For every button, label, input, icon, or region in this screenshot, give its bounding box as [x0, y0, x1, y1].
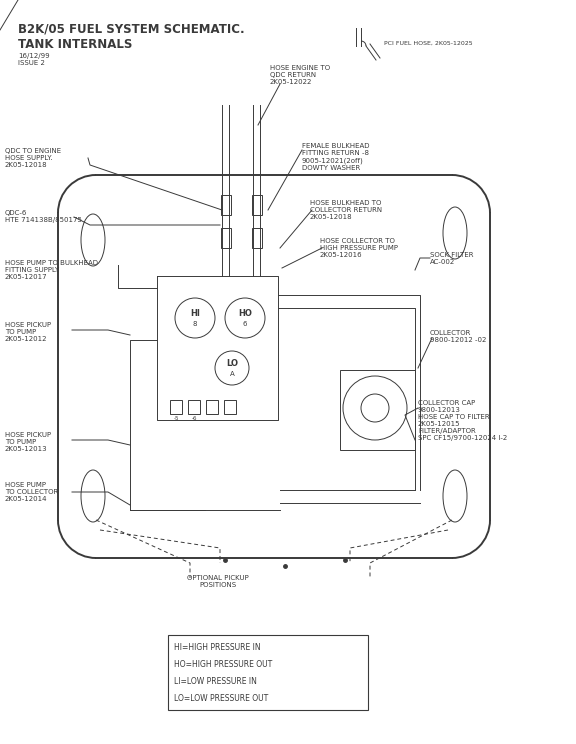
Text: COLLECTOR
9800-12012 -02: COLLECTOR 9800-12012 -02: [430, 330, 486, 343]
Text: OPTIONAL PICKUP
POSITIONS: OPTIONAL PICKUP POSITIONS: [187, 575, 249, 588]
Text: LO: LO: [226, 359, 238, 368]
Text: HO: HO: [238, 309, 252, 318]
Bar: [221, 195, 231, 215]
Text: COLLECTOR CAP
9800-12013
HOSE CAP TO FILTER
2K05-12015
FILTER/ADAPTOR
SPC CF15/9: COLLECTOR CAP 9800-12013 HOSE CAP TO FIL…: [418, 400, 507, 441]
Text: HO=HIGH PRESSURE OUT: HO=HIGH PRESSURE OUT: [174, 660, 272, 669]
Bar: [221, 228, 231, 248]
Text: HOSE ENGINE TO
QDC RETURN
2K05-12022: HOSE ENGINE TO QDC RETURN 2K05-12022: [270, 65, 330, 85]
Bar: [188, 400, 200, 414]
Bar: [206, 400, 218, 414]
Text: TANK INTERNALS: TANK INTERNALS: [18, 38, 132, 51]
Text: HOSE BULKHEAD TO
COLLECTOR RETURN
2K05-12018: HOSE BULKHEAD TO COLLECTOR RETURN 2K05-1…: [310, 200, 382, 220]
Text: HOSE PUMP TO BULKHEAD
FITTING SUPPLY
2K05-12017: HOSE PUMP TO BULKHEAD FITTING SUPPLY 2K0…: [5, 260, 98, 280]
Bar: [224, 400, 236, 414]
Text: SOCK FILTER
AC-002: SOCK FILTER AC-002: [430, 252, 473, 265]
Text: LO=LOW PRESSURE OUT: LO=LOW PRESSURE OUT: [174, 694, 268, 703]
Text: 8: 8: [193, 321, 197, 327]
Text: HOSE COLLECTOR TO
HIGH PRESSURE PUMP
2K05-12016: HOSE COLLECTOR TO HIGH PRESSURE PUMP 2K0…: [320, 238, 398, 258]
Text: HI=HIGH PRESSURE IN: HI=HIGH PRESSURE IN: [174, 643, 260, 652]
Text: B2K/05 FUEL SYSTEM SCHEMATIC.: B2K/05 FUEL SYSTEM SCHEMATIC.: [18, 22, 245, 35]
Bar: [252, 228, 262, 248]
Text: QDC TO ENGINE
HOSE SUPPLY.
2K05-12018: QDC TO ENGINE HOSE SUPPLY. 2K05-12018: [5, 148, 61, 168]
Text: 16/12/99: 16/12/99: [18, 53, 50, 59]
Text: HI: HI: [190, 309, 200, 318]
Text: A: A: [230, 371, 234, 377]
Text: -6: -6: [191, 416, 197, 421]
Bar: [252, 195, 262, 215]
Text: ISSUE 2: ISSUE 2: [18, 60, 45, 66]
Text: HOSE PUMP
TO COLLECTOR
2K05-12014: HOSE PUMP TO COLLECTOR 2K05-12014: [5, 482, 58, 502]
Text: HOSE PICKUP
TO PUMP
2K05-12013: HOSE PICKUP TO PUMP 2K05-12013: [5, 432, 51, 452]
Text: FEMALE BULKHEAD
FITTING RETURN -8
9005-12021(2off)
DOWTY WASHER: FEMALE BULKHEAD FITTING RETURN -8 9005-1…: [302, 143, 369, 170]
Text: -5: -5: [173, 416, 179, 421]
Bar: [340, 370, 415, 450]
Text: QDC-6
HTE 714138B/850175: QDC-6 HTE 714138B/850175: [5, 210, 82, 223]
Bar: [170, 400, 182, 414]
Bar: [168, 635, 368, 710]
Text: PCI FUEL HOSE, 2K05-12025: PCI FUEL HOSE, 2K05-12025: [384, 40, 473, 45]
Text: HOSE PICKUP
TO PUMP
2K05-12012: HOSE PICKUP TO PUMP 2K05-12012: [5, 322, 51, 342]
Text: 6: 6: [242, 321, 247, 327]
Text: LI=LOW PRESSURE IN: LI=LOW PRESSURE IN: [174, 677, 257, 686]
